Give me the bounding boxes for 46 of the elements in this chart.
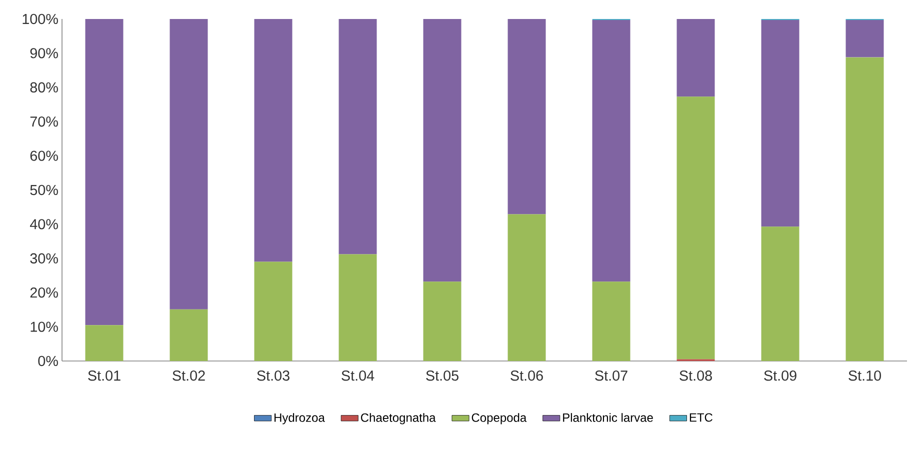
bar [508,214,546,361]
y-tick-label: 100% [22,14,58,24]
bar [761,20,800,227]
y-tick-label: 20% [30,287,58,298]
bar [338,254,377,361]
bar [676,18,715,97]
x-tick-label: St.03 [257,370,290,381]
bar [170,18,208,310]
bar [423,18,462,282]
x-tick-label: St.08 [680,370,712,381]
bar [85,325,124,361]
legend-label: Chaetognatha [360,413,436,424]
bar [592,282,630,361]
x-tick-label: St.06 [510,370,543,381]
legend-label: Copepoda [472,413,527,424]
bar [338,18,377,254]
y-tick-label: 70% [30,116,58,127]
x-tick-label: St.02 [172,370,205,381]
x-tick-label: St.01 [88,370,120,381]
bar [676,96,715,360]
x-tick-label: St.07 [595,370,628,381]
y-tick-label: 40% [30,219,58,230]
bar [761,226,800,361]
y-tick-label: 10% [30,322,58,332]
bar [85,18,124,326]
y-tick-label: 90% [30,48,58,58]
y-tick-label: 50% [30,184,58,196]
legend-label: ETC [690,413,712,422]
bar [592,20,630,282]
bar [846,20,884,58]
y-tick-label: 80% [30,82,58,92]
legend-label: Planktonic larvae [563,413,653,422]
x-tick-label: St.04 [342,370,374,381]
legend-label: Hydrozoa [274,413,325,424]
x-tick-label: St.09 [764,370,796,381]
bar [508,18,546,214]
y-tick-label: 60% [30,150,58,161]
bar [170,309,208,361]
bar [846,57,884,361]
bar [254,18,292,262]
x-tick-label: St.05 [426,370,458,381]
bar [254,262,292,361]
y-tick-label: 30% [30,253,58,264]
x-tick-label: St.10 [848,370,882,381]
y-tick-label: 0% [38,356,58,366]
bar [423,282,462,361]
